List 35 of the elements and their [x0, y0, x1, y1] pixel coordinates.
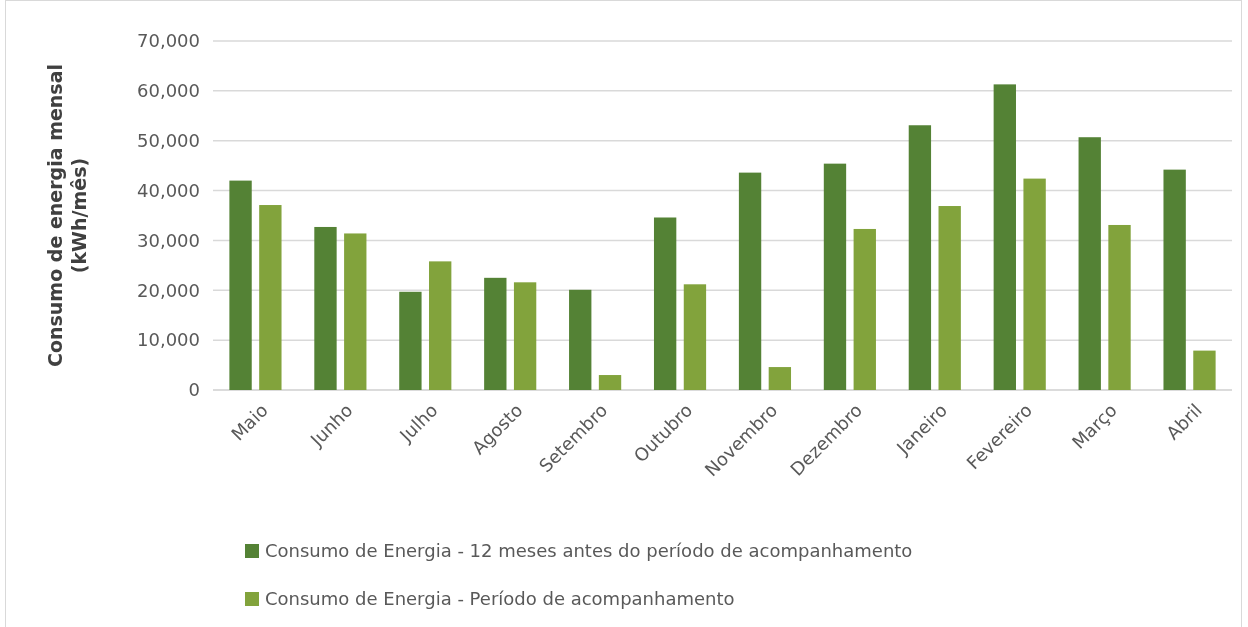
bar [1163, 169, 1186, 390]
bar [229, 180, 252, 390]
bar [768, 367, 792, 390]
legend-label: Consumo de Energia - 12 meses antes do período de acompanhamento [265, 540, 913, 561]
y-tick-label: 70,000 [137, 30, 200, 52]
bar [513, 282, 537, 390]
bar [569, 289, 592, 390]
bar [683, 284, 707, 390]
bar [938, 206, 961, 390]
bar [399, 291, 422, 390]
bar [1193, 350, 1216, 390]
bar [1023, 178, 1046, 390]
legend-label: Consumo de Energia - Período de acompanhamento [265, 588, 735, 609]
bar [908, 125, 932, 390]
y-tick-label: 20,000 [137, 279, 200, 301]
bar [484, 277, 507, 390]
y-axis-title: Consumo de energia mensal (kWh/mês) [44, 64, 90, 367]
y-tick-label: 60,000 [137, 80, 200, 102]
bar [598, 375, 622, 390]
bar [344, 233, 367, 390]
bar [653, 217, 677, 390]
bar [314, 226, 337, 390]
bar [993, 84, 1016, 390]
bar [853, 228, 876, 390]
bar [1108, 224, 1131, 390]
y-tick-label: 40,000 [137, 179, 200, 201]
bar [259, 205, 282, 390]
bar [823, 163, 847, 390]
bar [738, 172, 762, 390]
y-tick-label: 10,000 [137, 329, 200, 351]
bar [429, 261, 452, 390]
y-tick-label: 30,000 [137, 229, 200, 251]
y-tick-label: 0 [188, 379, 200, 401]
y-tick-label: 50,000 [137, 129, 200, 151]
bar [1078, 137, 1101, 390]
